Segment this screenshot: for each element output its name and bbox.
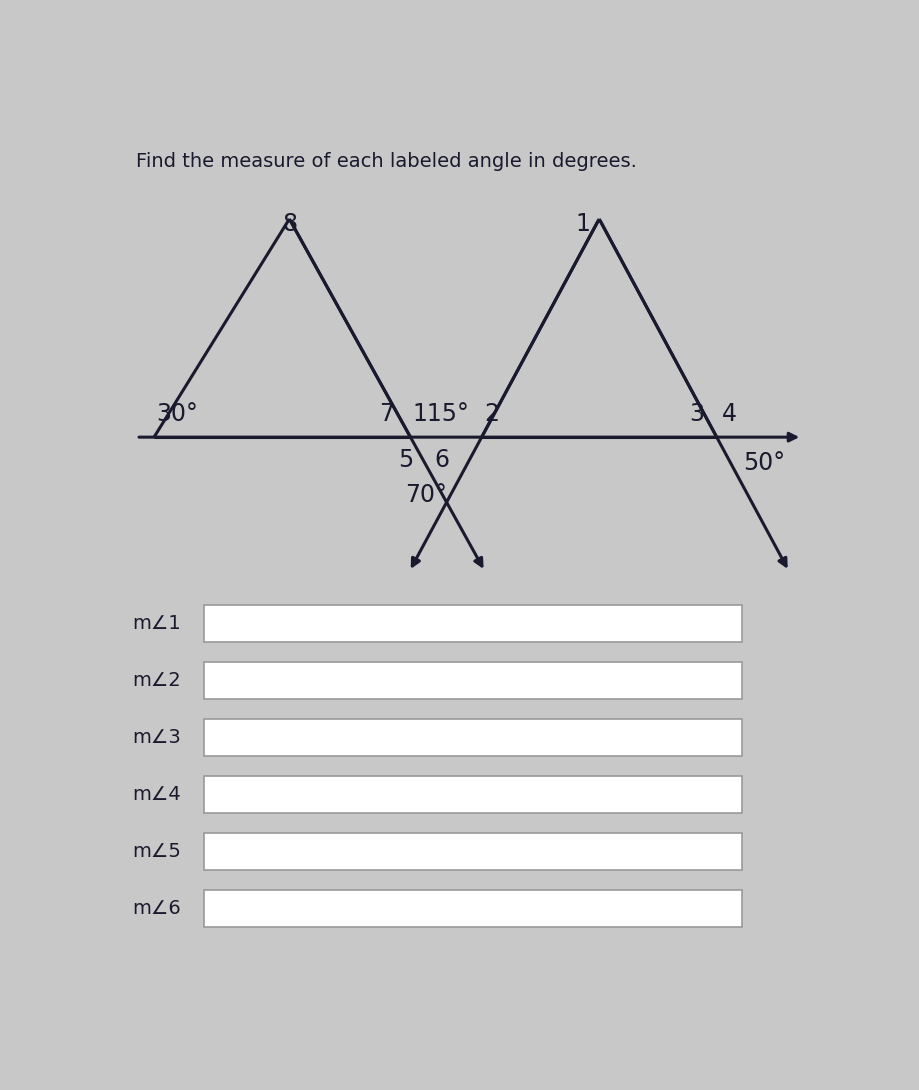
Text: m∠5: m∠5 [132, 843, 182, 861]
Text: Find the measure of each labeled angle in degrees.: Find the measure of each labeled angle i… [136, 152, 637, 171]
FancyBboxPatch shape [204, 605, 742, 642]
FancyBboxPatch shape [204, 833, 742, 870]
Text: 50°: 50° [743, 451, 785, 475]
Text: m∠2: m∠2 [132, 671, 181, 690]
Text: m∠1: m∠1 [132, 614, 181, 633]
Text: 30°: 30° [156, 402, 199, 426]
Text: 2: 2 [483, 402, 499, 426]
Text: m∠6: m∠6 [132, 899, 181, 919]
Text: 1: 1 [576, 211, 591, 235]
Text: 6: 6 [434, 448, 449, 472]
Text: 8: 8 [282, 211, 298, 235]
Text: 5: 5 [398, 448, 414, 472]
Text: 70°: 70° [405, 483, 448, 507]
FancyBboxPatch shape [204, 776, 742, 813]
FancyBboxPatch shape [204, 719, 742, 756]
Text: m∠3: m∠3 [132, 728, 181, 747]
Text: 3: 3 [689, 402, 705, 426]
Text: 115°: 115° [413, 402, 470, 426]
Text: 7: 7 [379, 402, 394, 426]
FancyBboxPatch shape [204, 891, 742, 928]
Text: 4: 4 [721, 402, 737, 426]
Text: m∠4: m∠4 [132, 785, 181, 804]
FancyBboxPatch shape [204, 662, 742, 699]
